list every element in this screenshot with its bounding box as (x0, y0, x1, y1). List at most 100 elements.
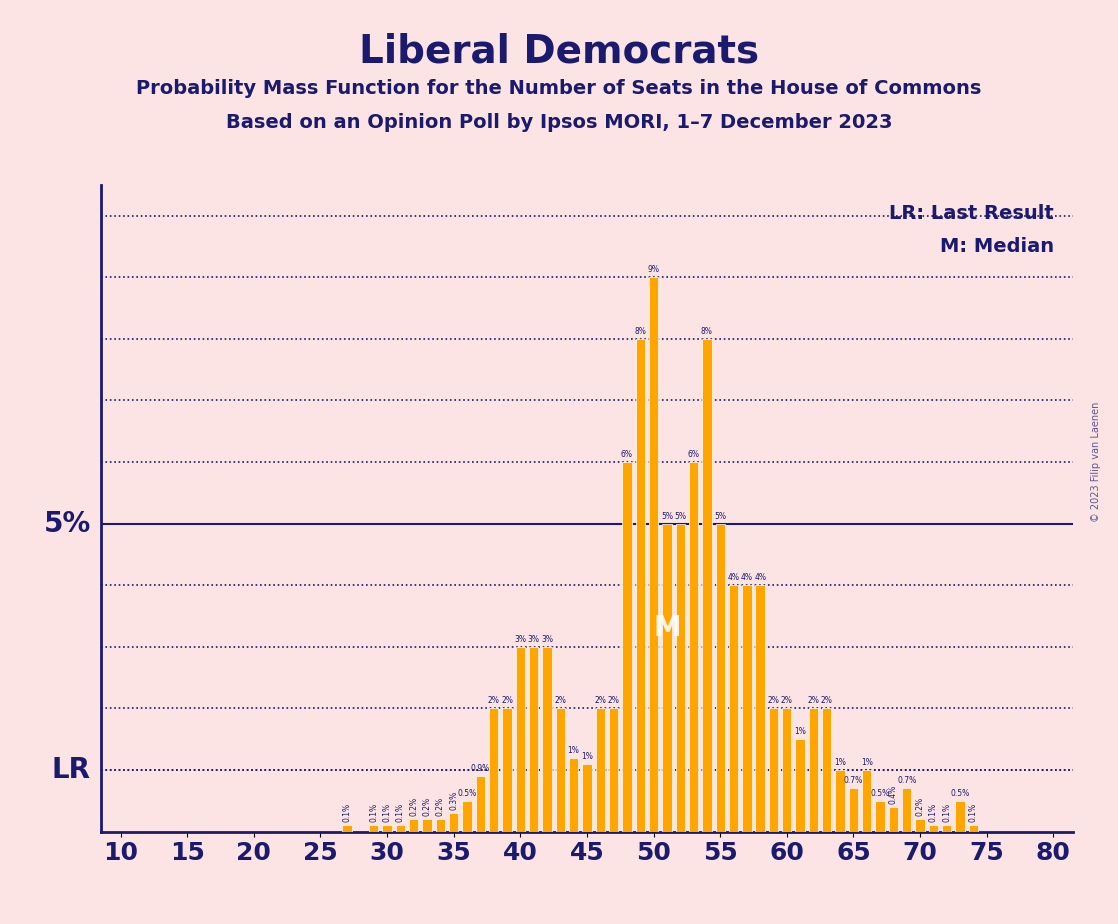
Text: 3%: 3% (514, 635, 527, 644)
Text: 4%: 4% (728, 573, 739, 582)
Text: 1%: 1% (568, 746, 579, 755)
Bar (423, 820, 432, 832)
Text: M: Median: M: Median (940, 237, 1054, 256)
Bar (716, 524, 724, 832)
Text: Based on an Opinion Poll by Ipsos MORI, 1–7 December 2023: Based on an Opinion Poll by Ipsos MORI, … (226, 113, 892, 132)
Bar (756, 585, 765, 832)
Bar (449, 813, 458, 832)
Bar (542, 647, 551, 832)
Text: 8%: 8% (701, 327, 713, 335)
Text: 8%: 8% (634, 327, 646, 335)
Text: Liberal Democrats: Liberal Democrats (359, 32, 759, 70)
Text: 6%: 6% (620, 450, 633, 459)
Bar (702, 339, 711, 832)
Bar (556, 709, 565, 832)
Bar (968, 825, 978, 832)
Text: 0.1%: 0.1% (342, 803, 352, 822)
Bar (662, 524, 672, 832)
Bar (529, 647, 538, 832)
Bar (582, 764, 591, 832)
Bar (729, 585, 738, 832)
Text: 3%: 3% (541, 635, 553, 644)
Text: © 2023 Filip van Laenen: © 2023 Filip van Laenen (1091, 402, 1101, 522)
Text: 1%: 1% (861, 758, 873, 767)
Bar (635, 339, 645, 832)
Bar (675, 524, 685, 832)
Bar (808, 709, 818, 832)
Bar (862, 770, 871, 832)
Text: 0.2%: 0.2% (409, 797, 418, 816)
Text: 2%: 2% (501, 697, 513, 705)
Text: 0.1%: 0.1% (382, 803, 391, 822)
Bar (475, 776, 485, 832)
Bar (742, 585, 751, 832)
Text: 0.1%: 0.1% (396, 803, 405, 822)
Bar (769, 709, 778, 832)
Text: 0.5%: 0.5% (950, 789, 969, 797)
Bar (956, 801, 965, 832)
Text: LR: Last Result: LR: Last Result (889, 204, 1054, 224)
Text: 5%: 5% (44, 510, 91, 538)
Bar (382, 825, 391, 832)
Text: 5%: 5% (714, 512, 727, 520)
Text: 6%: 6% (688, 450, 700, 459)
Text: 2%: 2% (595, 697, 606, 705)
Text: 0.5%: 0.5% (871, 789, 890, 797)
Bar (463, 801, 472, 832)
Text: 0.2%: 0.2% (423, 797, 432, 816)
Text: 0.5%: 0.5% (457, 789, 476, 797)
Text: Probability Mass Function for the Number of Seats in the House of Commons: Probability Mass Function for the Number… (136, 79, 982, 98)
Bar (648, 277, 659, 832)
Text: 2%: 2% (821, 697, 833, 705)
Text: 2%: 2% (807, 697, 819, 705)
Bar (369, 825, 378, 832)
Text: 0.1%: 0.1% (969, 803, 978, 822)
Bar (916, 820, 925, 832)
Text: 9%: 9% (647, 265, 660, 274)
Bar (623, 462, 632, 832)
Bar (489, 709, 499, 832)
Text: 0.3%: 0.3% (449, 791, 458, 810)
Text: 0.1%: 0.1% (929, 803, 938, 822)
Text: 0.7%: 0.7% (844, 776, 863, 785)
Bar (875, 801, 884, 832)
Bar (609, 709, 618, 832)
Text: 2%: 2% (555, 697, 566, 705)
Bar (689, 462, 699, 832)
Text: 0.1%: 0.1% (369, 803, 378, 822)
Text: 4%: 4% (741, 573, 752, 582)
Bar (342, 825, 352, 832)
Text: 0.2%: 0.2% (436, 797, 445, 816)
Text: 0.1%: 0.1% (942, 803, 951, 822)
Text: 1%: 1% (581, 752, 593, 760)
Text: 3%: 3% (528, 635, 540, 644)
Text: 2%: 2% (780, 697, 793, 705)
Bar (796, 739, 805, 832)
Text: 0.9%: 0.9% (471, 764, 490, 773)
Bar (835, 770, 845, 832)
Text: 4%: 4% (755, 573, 766, 582)
Text: 0.4%: 0.4% (889, 784, 898, 804)
Text: 1%: 1% (794, 727, 806, 736)
Bar (396, 825, 405, 832)
Text: 0.7%: 0.7% (897, 776, 917, 785)
Text: 5%: 5% (674, 512, 686, 520)
Bar (783, 709, 792, 832)
Bar (596, 709, 605, 832)
Bar (515, 647, 525, 832)
Bar (889, 807, 898, 832)
Bar (822, 709, 832, 832)
Text: 2%: 2% (608, 697, 619, 705)
Text: 5%: 5% (661, 512, 673, 520)
Bar (929, 825, 938, 832)
Bar (502, 709, 512, 832)
Bar (942, 825, 951, 832)
Text: 1%: 1% (834, 758, 846, 767)
Bar (436, 820, 445, 832)
Text: 2%: 2% (487, 697, 500, 705)
Bar (409, 820, 418, 832)
Text: M: M (653, 614, 681, 642)
Bar (849, 788, 859, 832)
Bar (902, 788, 911, 832)
Text: 0.2%: 0.2% (916, 797, 925, 816)
